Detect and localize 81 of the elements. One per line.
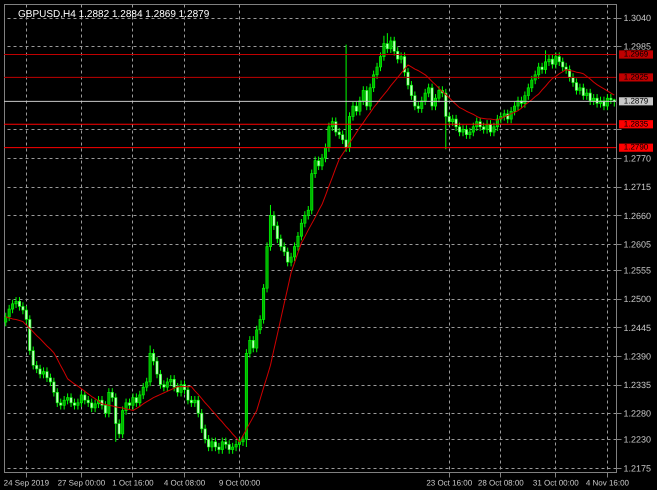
- ref-line-label: 1.2925: [624, 72, 649, 82]
- x-tick-label: 24 Sep 2019: [4, 478, 50, 488]
- candlestick: [70, 392, 73, 408]
- candlestick: [210, 437, 214, 452]
- y-tick-label: 1.2770: [624, 154, 652, 164]
- x-tick-label: 4 Oct 08:00: [164, 478, 206, 488]
- candlestick: [475, 116, 478, 132]
- y-tick-label: 1.2985: [624, 42, 652, 52]
- candlestick: [462, 124, 464, 137]
- candlestick: [389, 36, 392, 54]
- candlestick: [554, 52, 558, 70]
- ref-line-label: 1.2790: [624, 142, 649, 152]
- x-tick-label: 31 Oct 00:00: [532, 478, 580, 488]
- x-tick-label: 27 Sep 00:00: [58, 478, 106, 488]
- y-tick-label: 1.2605: [624, 239, 652, 250]
- y-tick-label: 1.2230: [624, 434, 652, 445]
- candlestick: [585, 88, 588, 100]
- candlestick: [180, 380, 183, 398]
- candlestick: [578, 83, 582, 96]
- candlestick: [169, 374, 172, 387]
- candlestick: [134, 392, 138, 408]
- x-tick-label: 1 Oct 16:00: [112, 478, 154, 488]
- x-tick-label: 28 Oct 08:00: [478, 478, 524, 488]
- candlestick: [45, 366, 48, 382]
- candlestick: [502, 109, 506, 122]
- candlestick: [14, 296, 18, 309]
- y-tick-label: 1.2500: [624, 294, 652, 304]
- y-tick-label: 1.2660: [624, 210, 652, 221]
- ref-line-label: 1.2835: [624, 119, 649, 128]
- candlestick: [386, 32, 389, 54]
- candlestick: [228, 440, 231, 454]
- candlestick: [231, 442, 234, 454]
- candlestick: [107, 388, 110, 418]
- candlestick: [83, 390, 86, 405]
- candlestick: [454, 114, 458, 132]
- candlestick: [94, 399, 97, 413]
- candlestick: [128, 398, 131, 410]
- candlestick: [609, 94, 612, 104]
- candlestick: [544, 50, 548, 74]
- y-tick-label: 1.2555: [624, 266, 652, 276]
- y-tick-label: 1.2335: [624, 380, 652, 390]
- candlestick: [166, 377, 169, 392]
- candlestick: [317, 156, 320, 171]
- candlestick: [131, 392, 134, 410]
- y-tick-label: 1.3040: [624, 13, 652, 24]
- candlestick: [606, 94, 609, 111]
- candlestick: [489, 120, 492, 137]
- candlestick: [18, 296, 21, 312]
- candlestick: [550, 54, 554, 70]
- candlestick: [42, 366, 46, 379]
- ref-line-label: 1.2969: [624, 49, 649, 58]
- x-tick-label: 4 Nov 16:00: [586, 478, 630, 488]
- candlestick: [444, 88, 448, 150]
- candlestick: [451, 114, 454, 126]
- x-tick-label: 9 Oct 00:00: [218, 478, 261, 488]
- candlestick: [582, 83, 585, 100]
- candlestick: [464, 124, 468, 140]
- candlestick: [430, 83, 434, 111]
- y-tick-label: 1.2390: [624, 351, 652, 362]
- y-tick-label: 1.2445: [624, 322, 652, 333]
- y-tick-label: 1.2280: [624, 408, 652, 419]
- candlestick: [334, 116, 338, 137]
- ref-line-label: 1.2879: [624, 96, 649, 106]
- y-tick-label: 1.2715: [624, 182, 652, 192]
- x-tick-label: 23 Oct 16:00: [426, 478, 473, 488]
- candlestick: [80, 390, 83, 408]
- y-tick-label: 1.2175: [624, 463, 652, 474]
- candlestick: [238, 437, 242, 450]
- candlestick: [38, 364, 42, 379]
- candlestick: [220, 437, 224, 454]
- candlestick: [62, 395, 66, 410]
- candlestick: [540, 62, 544, 74]
- candlestick: [234, 440, 238, 452]
- chart-title: GBPUSD,H4 1.2882 1.2884 1.2869 1.2879: [18, 9, 210, 20]
- candlestick: [354, 101, 358, 116]
- candlestick: [214, 437, 217, 452]
- candlestick: [482, 122, 486, 134]
- candlestick: [588, 88, 592, 106]
- candlestick: [592, 94, 596, 106]
- candlestick: [365, 86, 368, 111]
- candlestick: [90, 398, 94, 413]
